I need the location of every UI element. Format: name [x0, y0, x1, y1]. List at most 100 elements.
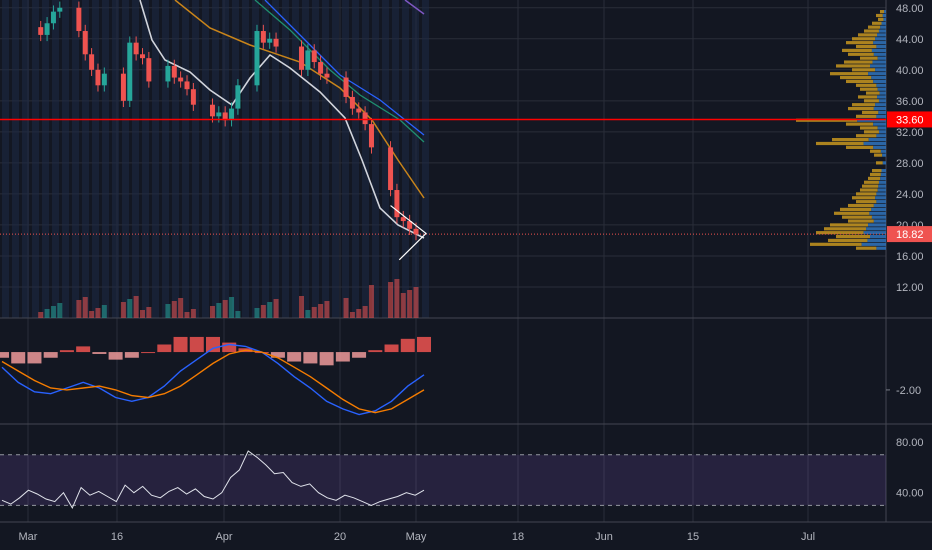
moving-average-orange [174, 0, 425, 199]
volume-bar [184, 312, 190, 318]
volume-profile-bar [873, 203, 886, 208]
volume-bar [89, 311, 95, 318]
macd-histogram-bar [319, 352, 334, 366]
macd-histogram-bar [270, 352, 285, 358]
candle [343, 77, 349, 97]
macd-histogram-bar [108, 352, 123, 360]
volume-profile-bar [876, 44, 886, 49]
volume-backdrop-bar [222, 0, 229, 318]
candle [388, 147, 394, 191]
candle [400, 217, 406, 222]
x-tick-label: 20 [334, 531, 346, 543]
triangle-pattern[interactable] [390, 205, 427, 261]
volume-backdrop-bar [2, 0, 9, 318]
volume-profile-bar [832, 138, 869, 142]
volume-profile-bar [860, 56, 878, 60]
volume-profile-bar [862, 184, 879, 188]
volume-profile-bar [828, 238, 868, 243]
volume-profile-bar [870, 234, 886, 239]
volume-profile-bar [884, 10, 886, 14]
volume-profile-bar [856, 200, 877, 204]
volume-profile-bar [878, 29, 886, 33]
volume-profile-bar [864, 29, 879, 33]
volume-profile-bar [876, 200, 886, 204]
volume-profile-bar [848, 106, 874, 111]
macd-histogram-bar [384, 344, 399, 353]
volume-profile-bar [871, 75, 886, 80]
volume-bar [324, 301, 330, 318]
volume-profile-bar [870, 172, 881, 177]
volume-profile-bar [863, 231, 886, 235]
volume-profile-bar [856, 134, 877, 138]
macd-histogram-bar [173, 336, 188, 353]
volume-bar [356, 309, 362, 318]
y-tick-label: 16.00 [896, 251, 924, 263]
volume-profile-bar [864, 180, 879, 184]
volume-profile-bar [868, 138, 886, 142]
volume-bar [209, 306, 215, 318]
volume-backdrop-bar [302, 0, 309, 318]
volume-profile-bar [860, 188, 878, 192]
candle [139, 54, 145, 59]
candle [133, 42, 139, 55]
candle [57, 7, 63, 12]
volume-backdrop-bar [172, 0, 179, 318]
volume-profile-bar [824, 227, 867, 231]
volume-profile-bar [882, 13, 886, 18]
volume-profile-bar [880, 25, 886, 29]
volume-bar [254, 308, 260, 318]
volume-backdrop-bar [382, 0, 389, 318]
volume-bar [368, 285, 374, 318]
volume-profile-bar [877, 56, 886, 60]
candle [82, 31, 88, 55]
candle [178, 77, 184, 82]
volume-profile-bar [872, 169, 882, 173]
volume-profile-bar [852, 68, 876, 72]
macd-histogram-bar [287, 352, 302, 362]
volume-profile-bar [876, 161, 883, 165]
volume-bar [400, 293, 406, 318]
volume-bar [76, 300, 82, 318]
volume-bar [343, 298, 349, 318]
volume-profile-bar [816, 141, 864, 146]
volume-profile-bar [873, 122, 886, 126]
volume-profile-bar [856, 192, 877, 196]
candle [356, 108, 362, 113]
macd-histogram-bar [368, 350, 383, 353]
volume-profile-bar [846, 79, 874, 84]
candle [407, 221, 413, 229]
volume-backdrop-bar [102, 0, 109, 318]
candle [38, 27, 44, 35]
candle [324, 73, 330, 78]
volume-profile-bar [871, 48, 886, 53]
volume-profile-bar [878, 180, 886, 184]
volume-backdrop-bar [402, 0, 409, 318]
volume-bar [407, 290, 413, 318]
volume-profile-bar [881, 169, 886, 173]
volume-bar [311, 307, 317, 318]
volume-profile-bar [873, 219, 886, 223]
volume-profile-bar [852, 37, 876, 41]
volume-profile-bar [879, 91, 886, 95]
volume-profile-bar [870, 64, 886, 68]
volume-profile-bar [796, 118, 858, 122]
volume-profile-bar [868, 223, 886, 227]
y-tick-label: 32.00 [896, 127, 924, 139]
macd-histogram-bar [76, 346, 91, 353]
volume-profile-bar [872, 21, 882, 25]
volume-backdrop-bar [22, 0, 29, 318]
macd-histogram-bar [303, 352, 318, 364]
candle [260, 31, 266, 43]
x-tick-label: May [406, 531, 427, 543]
x-tick-label: 18 [512, 531, 524, 543]
candle [184, 81, 190, 90]
candle [209, 104, 215, 117]
volume-bar [229, 297, 235, 318]
volume-bar [95, 308, 101, 318]
volume-bar [235, 311, 241, 318]
x-tick-label: Mar [19, 531, 38, 543]
volume-profile-bar [842, 215, 872, 219]
rsi-tick-label: 80.00 [896, 437, 924, 449]
x-tick-label: 16 [111, 531, 123, 543]
